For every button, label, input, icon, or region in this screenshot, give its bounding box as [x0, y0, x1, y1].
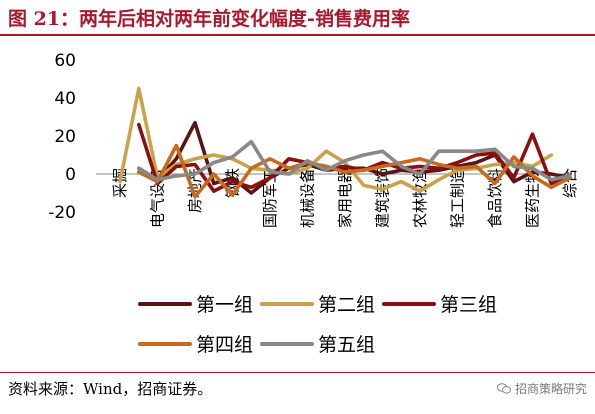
- source-note: 资料来源：Wind，招商证券。: [8, 380, 213, 398]
- legend-label: 第二组: [318, 294, 375, 316]
- y-axis: -20 0 20 40 60: [48, 51, 76, 223]
- y-tick-label: 0: [65, 165, 76, 185]
- legend-label: 第一组: [196, 294, 253, 316]
- footer-divider: [0, 372, 595, 373]
- watermark: 招商策略研究: [496, 380, 587, 397]
- x-tick-label: 建筑装饰: [374, 168, 392, 228]
- watermark-text: 招商策略研究: [514, 382, 587, 396]
- legend-item: 第五组: [260, 334, 375, 356]
- x-tick-label: 轻工制造: [449, 168, 467, 228]
- x-tick-label: 食品饮料: [486, 168, 504, 228]
- legend-item: 第三组: [382, 294, 497, 316]
- y-tick-label: 60: [54, 51, 76, 71]
- y-tick-label: -20: [48, 203, 76, 223]
- legend-label: 第五组: [318, 334, 375, 356]
- legend-item: 第二组: [260, 294, 375, 316]
- plot-lines: [118, 86, 572, 199]
- y-tick-label: 40: [54, 89, 76, 109]
- wechat-icon: [496, 383, 511, 394]
- figure-title: 图 21：两年后相对两年前变化幅度-销售费用率: [8, 8, 410, 30]
- y-tick-label: 20: [54, 127, 76, 147]
- legend-item: 第四组: [138, 334, 253, 356]
- legend-label: 第三组: [440, 294, 497, 316]
- x-tick-label: 医药生物: [524, 168, 542, 228]
- title-divider: [0, 34, 595, 36]
- legend-label: 第四组: [196, 334, 253, 356]
- x-tick-label: 电气设备: [149, 168, 167, 228]
- series-line: [137, 139, 572, 182]
- title-bar: 图 21：两年后相对两年前变化幅度-销售费用率: [0, 0, 595, 34]
- x-tick-label: 家用电器: [336, 168, 354, 228]
- x-tick-label: 农林牧渔: [411, 168, 429, 228]
- legend-item: 第一组: [138, 294, 253, 316]
- x-tick-label: 机械设备: [299, 168, 317, 228]
- series-line: [137, 143, 572, 199]
- series-line: [137, 122, 572, 193]
